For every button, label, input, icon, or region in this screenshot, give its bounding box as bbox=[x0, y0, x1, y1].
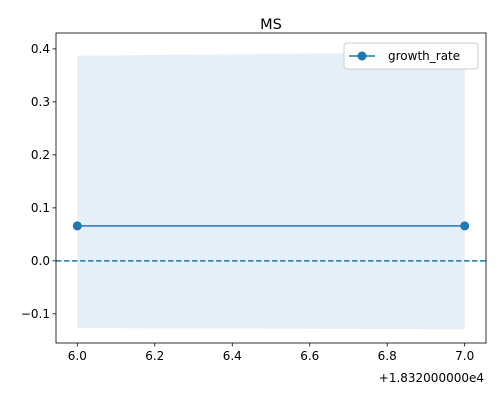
x-offset-label: +1.832000000e4 bbox=[379, 371, 484, 385]
y-tick-label: 0.0 bbox=[31, 254, 50, 268]
legend-label-growth-rate: growth_rate bbox=[388, 49, 460, 63]
legend-marker-swatch bbox=[357, 51, 367, 61]
chart-title: MS bbox=[260, 17, 282, 33]
data-point bbox=[460, 221, 470, 231]
y-tick-label: 0.3 bbox=[31, 95, 50, 109]
x-tick-label: 6.0 bbox=[68, 349, 87, 363]
x-tick-label: 7.0 bbox=[455, 349, 474, 363]
y-tick-label: 0.1 bbox=[31, 201, 50, 215]
legend-frame bbox=[343, 42, 479, 70]
y-tick-label: 0.2 bbox=[31, 148, 50, 162]
y-tick-label: −0.1 bbox=[21, 307, 50, 321]
axes-frame bbox=[55, 32, 487, 344]
legend: growth_rate bbox=[343, 42, 479, 70]
x-tick-label: 6.2 bbox=[145, 349, 164, 363]
confidence-band bbox=[77, 52, 465, 330]
plot-area bbox=[56, 52, 486, 330]
y-tick-label: 0.4 bbox=[31, 42, 50, 56]
x-tick-label: 6.4 bbox=[223, 349, 242, 363]
x-tick-label: 6.8 bbox=[378, 349, 397, 363]
data-point bbox=[72, 221, 82, 231]
x-tick-label: 6.6 bbox=[300, 349, 319, 363]
axes: 6.0 6.2 6.4 6.6 6.8 7.0 −0.1 0.0 0.1 0.2 0.3 0.4 bbox=[21, 32, 487, 363]
